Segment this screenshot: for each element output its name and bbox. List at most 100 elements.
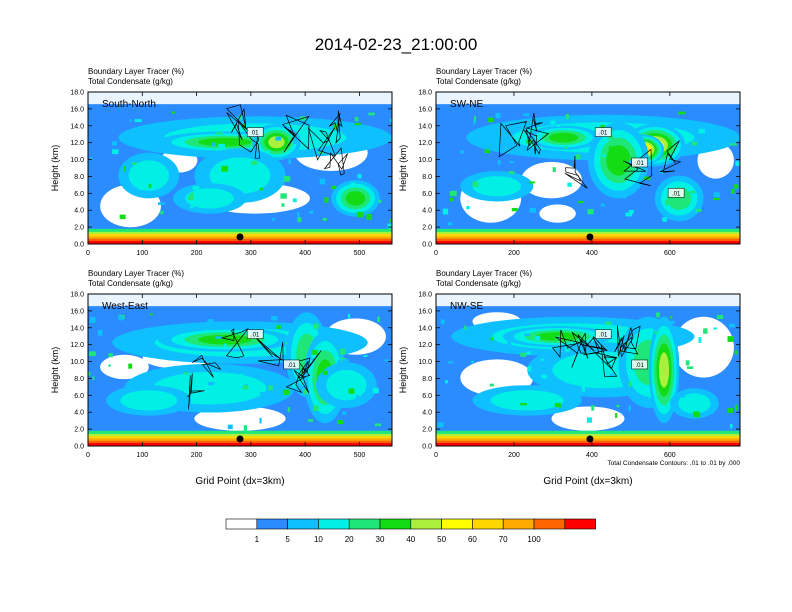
tracer-speckle — [148, 183, 152, 188]
clear-region — [673, 316, 734, 378]
y-tick-label: 2.0 — [74, 225, 84, 232]
colorbar-swatch — [287, 518, 319, 530]
x-tick-label: 400 — [299, 250, 311, 257]
tracer-speckle — [472, 181, 479, 187]
tracer-speckle — [662, 217, 668, 222]
tracer-speckle — [605, 321, 612, 325]
y-tick-label: 10.0 — [418, 359, 432, 366]
y-tick-label: 4.0 — [74, 410, 84, 417]
tracer-speckle — [713, 327, 718, 330]
tracer-speckle — [698, 337, 702, 343]
tracer-speckle — [297, 212, 300, 218]
tracer-speckle — [629, 159, 632, 166]
tracer-speckle — [259, 417, 262, 424]
tracer-speckle — [215, 336, 223, 339]
x-tick-label: 200 — [191, 452, 203, 459]
tracer-speckle — [281, 322, 286, 328]
y-tick-label: 6.0 — [74, 393, 84, 400]
colorbar-swatch — [225, 518, 258, 530]
panel-south-north: 01 South-North Boundary Layer Tracer (%)To… — [50, 67, 393, 257]
x-tick-label: 100 — [136, 452, 148, 459]
tracer-speckle — [440, 319, 445, 325]
contour-label: .01 — [251, 333, 260, 339]
contour-line — [571, 331, 595, 359]
tracer-speckle — [654, 331, 658, 335]
tracer-speckle — [488, 131, 495, 135]
colorbar-swatch — [318, 518, 350, 530]
tracer-speckle — [292, 198, 297, 203]
y-tick-label: 8.0 — [74, 174, 84, 181]
tracer-speckle — [605, 342, 609, 347]
tracer-speckle — [669, 320, 675, 324]
tracer-shade — [120, 390, 178, 411]
tracer-speckle — [88, 371, 91, 376]
tracer-speckle — [189, 205, 194, 209]
tracer-speckle — [600, 203, 605, 207]
panel-title-line1: Boundary Layer Tracer (%) — [88, 269, 184, 278]
tracer-speckle — [307, 419, 314, 422]
tracer-speckle — [693, 413, 700, 418]
tracer-speckle — [735, 161, 740, 166]
panel-label: South-North — [102, 99, 156, 110]
tracer-speckle — [207, 319, 214, 325]
tracer-shade — [345, 191, 366, 206]
tracer-speckle — [184, 372, 189, 375]
tracer-speckle — [524, 333, 530, 337]
tracer-speckle — [466, 206, 470, 210]
condensate-contours — [187, 328, 322, 410]
y-tick-label: 6.0 — [74, 191, 84, 198]
contour-line — [594, 345, 618, 378]
tracer-speckle — [581, 385, 586, 392]
y-tick-label: 2.0 — [422, 225, 432, 232]
x-tick-label: 200 — [508, 250, 520, 257]
contour-footnote: Total Condensate Contours: .01 to .01 by… — [607, 460, 740, 467]
tracer-speckle — [442, 208, 449, 215]
contour-label: .01 — [288, 363, 297, 369]
figure-title: 2014-02-23_21:00:00 — [315, 35, 478, 54]
tracer-speckle — [160, 210, 164, 215]
tracer-speckle — [354, 122, 361, 126]
y-tick-label: 16.0 — [418, 308, 432, 315]
tracer-speckle — [283, 389, 290, 395]
tracer-speckle — [138, 185, 144, 191]
contour-line — [659, 140, 682, 173]
tracer-speckle — [276, 325, 281, 329]
x-tick-label: 0 — [86, 452, 90, 459]
tracer-speckle — [312, 349, 318, 355]
tracer-speckle — [447, 361, 453, 364]
tracer-speckle — [108, 364, 111, 367]
tracer-speckle — [535, 335, 541, 341]
contour-label: .01 — [672, 191, 681, 197]
tracer-speckle — [271, 316, 278, 321]
tracer-speckle — [384, 359, 390, 362]
tracer-speckle — [333, 124, 339, 130]
tracer-speckle — [354, 116, 359, 122]
contour-label: .01 — [636, 161, 645, 167]
tracer-speckle — [695, 208, 702, 212]
y-tick-label: 10.0 — [418, 157, 432, 164]
tracer-speckle — [119, 214, 126, 220]
clear-region — [100, 354, 149, 380]
tracer-speckle — [703, 328, 708, 334]
tracer-speckle — [734, 184, 739, 189]
boundary-layer-band — [88, 442, 392, 446]
tracer-speckle — [288, 159, 291, 165]
contour-label-box — [631, 359, 648, 370]
tracer-speckle — [306, 368, 310, 374]
contour-line — [307, 127, 336, 161]
tracer-speckle — [292, 382, 297, 388]
tracer-speckle — [337, 421, 344, 424]
tracer-speckle — [309, 210, 314, 214]
contour-label-box — [667, 188, 685, 198]
plot-area: .01 .01 — [436, 294, 740, 446]
y-tick-label: 12.0 — [418, 342, 432, 349]
tracer-speckle — [608, 146, 614, 151]
clear-region — [539, 204, 576, 223]
clear-region — [436, 294, 740, 307]
contour-line — [256, 337, 284, 367]
y-tick-label: 6.0 — [422, 393, 432, 400]
tracer-speckle — [473, 120, 476, 125]
contour-line — [281, 114, 310, 153]
